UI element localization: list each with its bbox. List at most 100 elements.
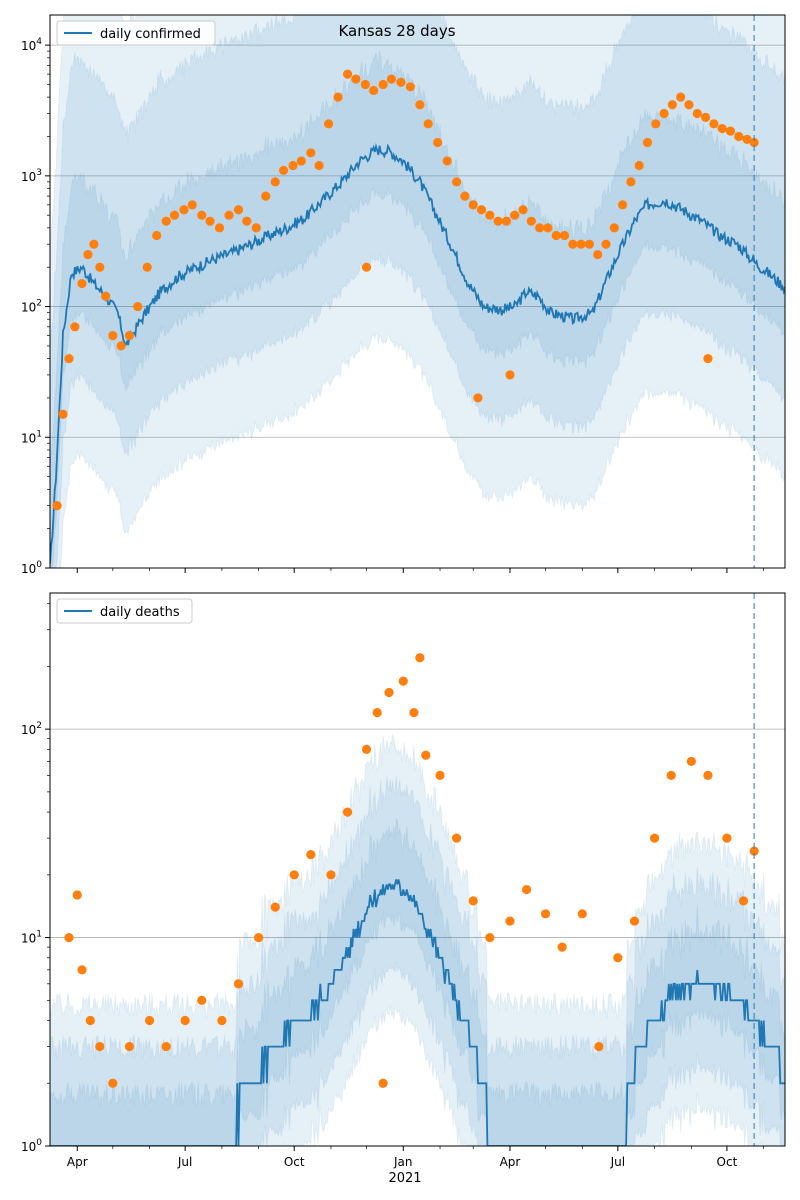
data-point	[676, 92, 686, 102]
data-point	[124, 330, 135, 341]
data-point	[649, 833, 660, 843]
data-point	[435, 770, 445, 780]
y-tick-label: 102	[21, 299, 42, 315]
data-point	[95, 1041, 105, 1052]
data-point	[510, 210, 520, 220]
data-point	[734, 131, 744, 142]
data-point	[421, 750, 431, 760]
data-point	[396, 77, 406, 87]
data-point	[384, 687, 394, 698]
data-point	[306, 148, 316, 158]
data-point	[72, 890, 82, 900]
data-point	[108, 1078, 118, 1088]
data-point	[540, 909, 551, 919]
x-tick-label: Apr	[67, 1155, 88, 1169]
data-point	[601, 239, 611, 249]
x-tick-label: Oct	[284, 1155, 305, 1169]
data-point	[617, 200, 628, 210]
data-point	[351, 74, 361, 84]
data-point	[217, 1015, 227, 1026]
data-point	[233, 205, 244, 215]
y-tick-label: 100	[21, 560, 42, 576]
data-point	[634, 160, 644, 171]
data-point	[476, 205, 487, 215]
data-point	[629, 916, 640, 926]
data-point	[205, 216, 215, 226]
data-point	[361, 744, 372, 754]
data-point	[77, 278, 87, 289]
data-point	[314, 160, 324, 171]
data-point	[169, 210, 180, 220]
data-point	[493, 216, 503, 226]
data-point	[405, 82, 415, 92]
data-point	[468, 896, 478, 906]
data-point	[684, 100, 694, 110]
uncertainty-band	[50, 15, 785, 568]
plot-area	[50, 653, 785, 1146]
data-point	[142, 262, 152, 272]
y-tick-label: 101	[21, 429, 42, 445]
x-tick-label: Jul	[177, 1155, 192, 1169]
data-point	[442, 156, 452, 166]
data-point	[568, 239, 578, 249]
data-point	[187, 200, 197, 210]
data-point	[296, 156, 306, 166]
data-point	[722, 833, 732, 843]
data-point	[378, 1078, 388, 1088]
data-point	[133, 301, 143, 312]
data-point	[333, 92, 343, 102]
data-point	[609, 223, 619, 233]
data-point	[261, 191, 271, 201]
data-point	[289, 870, 299, 880]
data-point	[593, 249, 603, 260]
data-point	[214, 223, 225, 233]
data-point	[254, 932, 264, 943]
data-point	[485, 932, 495, 943]
data-point	[378, 79, 388, 90]
x-tick-label: Oct	[717, 1155, 738, 1169]
data-point	[326, 870, 336, 880]
data-point	[179, 205, 189, 215]
data-point	[52, 501, 62, 511]
data-point	[361, 262, 372, 272]
data-point	[738, 896, 749, 906]
data-point	[692, 108, 702, 119]
data-point	[386, 74, 397, 84]
data-point	[485, 210, 495, 220]
data-point	[700, 112, 711, 122]
data-point	[703, 353, 713, 364]
data-point	[144, 1015, 155, 1026]
data-point	[703, 770, 713, 780]
data-point	[521, 884, 532, 895]
data-point	[270, 177, 280, 187]
uncertainty-band	[50, 818, 785, 1146]
deaths-panel: 100 101 102 Apr Jul Oct Jan Apr Jul Oct daily deat…	[21, 592, 786, 1169]
shared-xlabel: 2021	[388, 1171, 421, 1186]
confirmed-panel: 100 101 102 103 104 daily confirmed	[21, 14, 786, 576]
data-point	[278, 165, 289, 176]
x-tick-label: Jul	[610, 1155, 625, 1169]
data-point	[270, 902, 280, 912]
data-point	[398, 676, 408, 686]
data-point	[415, 100, 425, 110]
data-point	[197, 210, 207, 220]
data-point	[242, 216, 252, 226]
y-tick-label: 101	[21, 930, 42, 946]
data-point	[180, 1015, 190, 1026]
data-point	[505, 916, 515, 926]
data-point	[686, 756, 696, 767]
data-point	[666, 770, 676, 780]
data-point	[551, 230, 561, 241]
data-point	[501, 216, 512, 226]
data-point	[667, 100, 677, 110]
data-point	[433, 137, 443, 148]
data-point	[526, 216, 536, 226]
data-point	[613, 953, 623, 963]
data-point	[452, 177, 462, 187]
data-point	[409, 708, 419, 718]
data-point	[197, 995, 207, 1005]
uncertainty-band	[50, 15, 785, 568]
x-tick-label: Jan	[393, 1155, 413, 1169]
data-point	[306, 850, 316, 860]
data-point	[360, 79, 370, 90]
